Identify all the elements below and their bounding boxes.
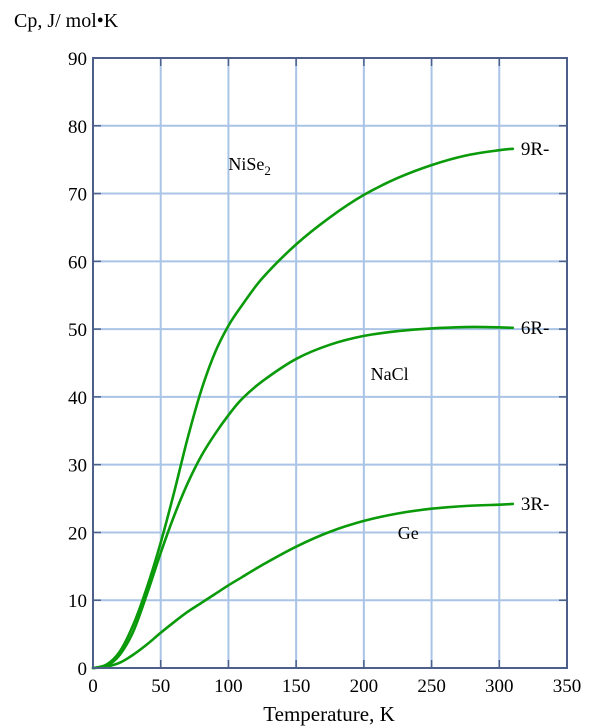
curve-label-nise2: NiSe2 (228, 154, 271, 178)
curve-label-main: Ge (398, 523, 419, 543)
curve-label-nacl: NaCl (371, 364, 409, 384)
y-tick-label: 10 (68, 591, 87, 612)
x-tick-label: 250 (417, 676, 446, 697)
y-tick-label: 70 (68, 185, 87, 206)
curve-ge (91, 502, 515, 670)
curve-nacl (91, 325, 515, 670)
curve-label-ge: Ge (398, 523, 419, 543)
x-tick-label: 200 (350, 676, 379, 697)
x-axis-label: Temperature, K (263, 702, 394, 726)
y-tick-label: 20 (68, 523, 87, 544)
y-tick-label: 50 (68, 320, 87, 341)
y-tick-label: 90 (68, 49, 87, 70)
x-tick-label: 300 (485, 676, 514, 697)
curve-nise2 (91, 147, 515, 670)
x-tick-label: 100 (214, 676, 243, 697)
y-axis-label: Cp, J/ mol•K (14, 10, 119, 32)
axis-ticks: 0 50 100 150 200 250 300 350 0 10 20 30 40 50 60 70 80 90 (68, 49, 581, 697)
x-tick-label: 150 (282, 676, 311, 697)
y-tick-label: 0 (78, 659, 88, 680)
plot-frame (92, 57, 568, 669)
y-tick-label: 30 (68, 456, 87, 477)
data-curves (91, 147, 515, 670)
y-tick-label: 80 (68, 117, 87, 138)
curve-label-subscript: 2 (264, 163, 271, 178)
grid-lines (93, 58, 567, 668)
x-tick-label: 50 (151, 676, 170, 697)
x-tick-label: 0 (88, 676, 98, 697)
y-tick-label: 40 (68, 388, 87, 409)
end-label-3r: 3R- (521, 494, 550, 515)
y-tick-label: 60 (68, 252, 87, 273)
end-label-6r: 6R- (521, 318, 550, 339)
end-label-9r: 9R- (521, 139, 550, 160)
curve-label-main: NaCl (371, 364, 409, 384)
x-tick-label: 350 (553, 676, 582, 697)
curve-label-main: NiSe (228, 154, 264, 174)
plot-border (92, 57, 568, 669)
labels: 9R- NiSe2 6R- NaCl 3R- Ge (228, 139, 549, 543)
